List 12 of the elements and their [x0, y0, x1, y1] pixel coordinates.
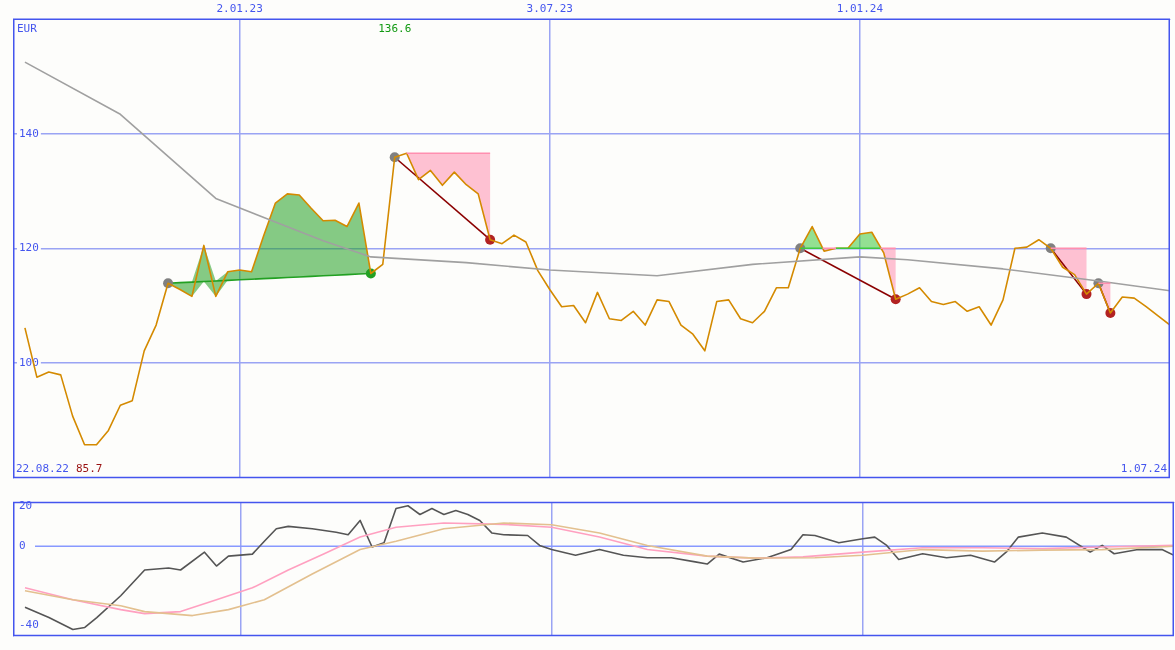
y-axis-title: EUR [17, 21, 38, 35]
annotation: 22.08.22 [16, 461, 69, 475]
annotation: 1.07.24 [1120, 461, 1168, 475]
y-tick-label: 140 [19, 126, 39, 140]
x-tick-label: 2.01.23 [216, 2, 263, 16]
annotation: 136.6 [378, 21, 412, 35]
y-tick-label: 0 [19, 539, 26, 553]
y-tick-label: -40 [19, 618, 39, 632]
annotation: 85.7 [75, 461, 103, 475]
x-tick-label: 1.01.24 [836, 2, 884, 16]
y-tick-label: 120 [19, 241, 39, 255]
x-tick-label: 3.07.23 [526, 2, 573, 16]
